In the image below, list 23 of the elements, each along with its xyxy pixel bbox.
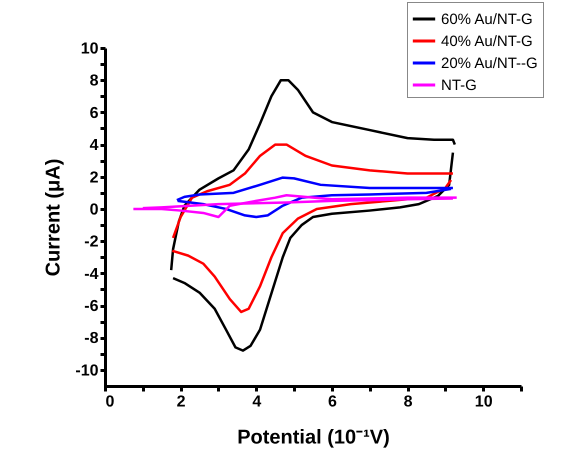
legend-label: 40% Au/NT-G <box>441 33 533 50</box>
x-axis-title: Potential (10⁻¹V) <box>237 426 390 448</box>
x-tick-label: 8 <box>404 394 413 410</box>
x-tick-label: 10 <box>474 394 493 410</box>
y-tick-label: -4 <box>84 266 99 283</box>
y-tick-label: 8 <box>90 72 99 90</box>
y-tick-label: 0 <box>90 201 99 218</box>
y-tick-label: -6 <box>84 298 99 316</box>
y-tick-label: -10 <box>75 362 99 380</box>
x-tick-label: 2 <box>176 394 186 410</box>
x-tick-label: 6 <box>328 394 337 410</box>
y-tick-label: 10 <box>80 40 99 58</box>
legend-label: 60% Au/NT-G <box>441 11 533 28</box>
y-tick-label: -2 <box>84 234 99 251</box>
y-tick-label: 2 <box>90 169 99 186</box>
y-tick-label: -8 <box>84 330 99 348</box>
x-tick-label: 4 <box>252 394 262 410</box>
legend-label: NT-G <box>441 77 477 94</box>
legend-label: 20% Au/NT--G <box>441 55 538 72</box>
y-axis-title: Current (μA) <box>42 158 64 276</box>
y-tick-label: 4 <box>90 137 99 154</box>
x-tick-label: 0 <box>106 394 114 410</box>
y-tick-label: 6 <box>90 104 99 122</box>
